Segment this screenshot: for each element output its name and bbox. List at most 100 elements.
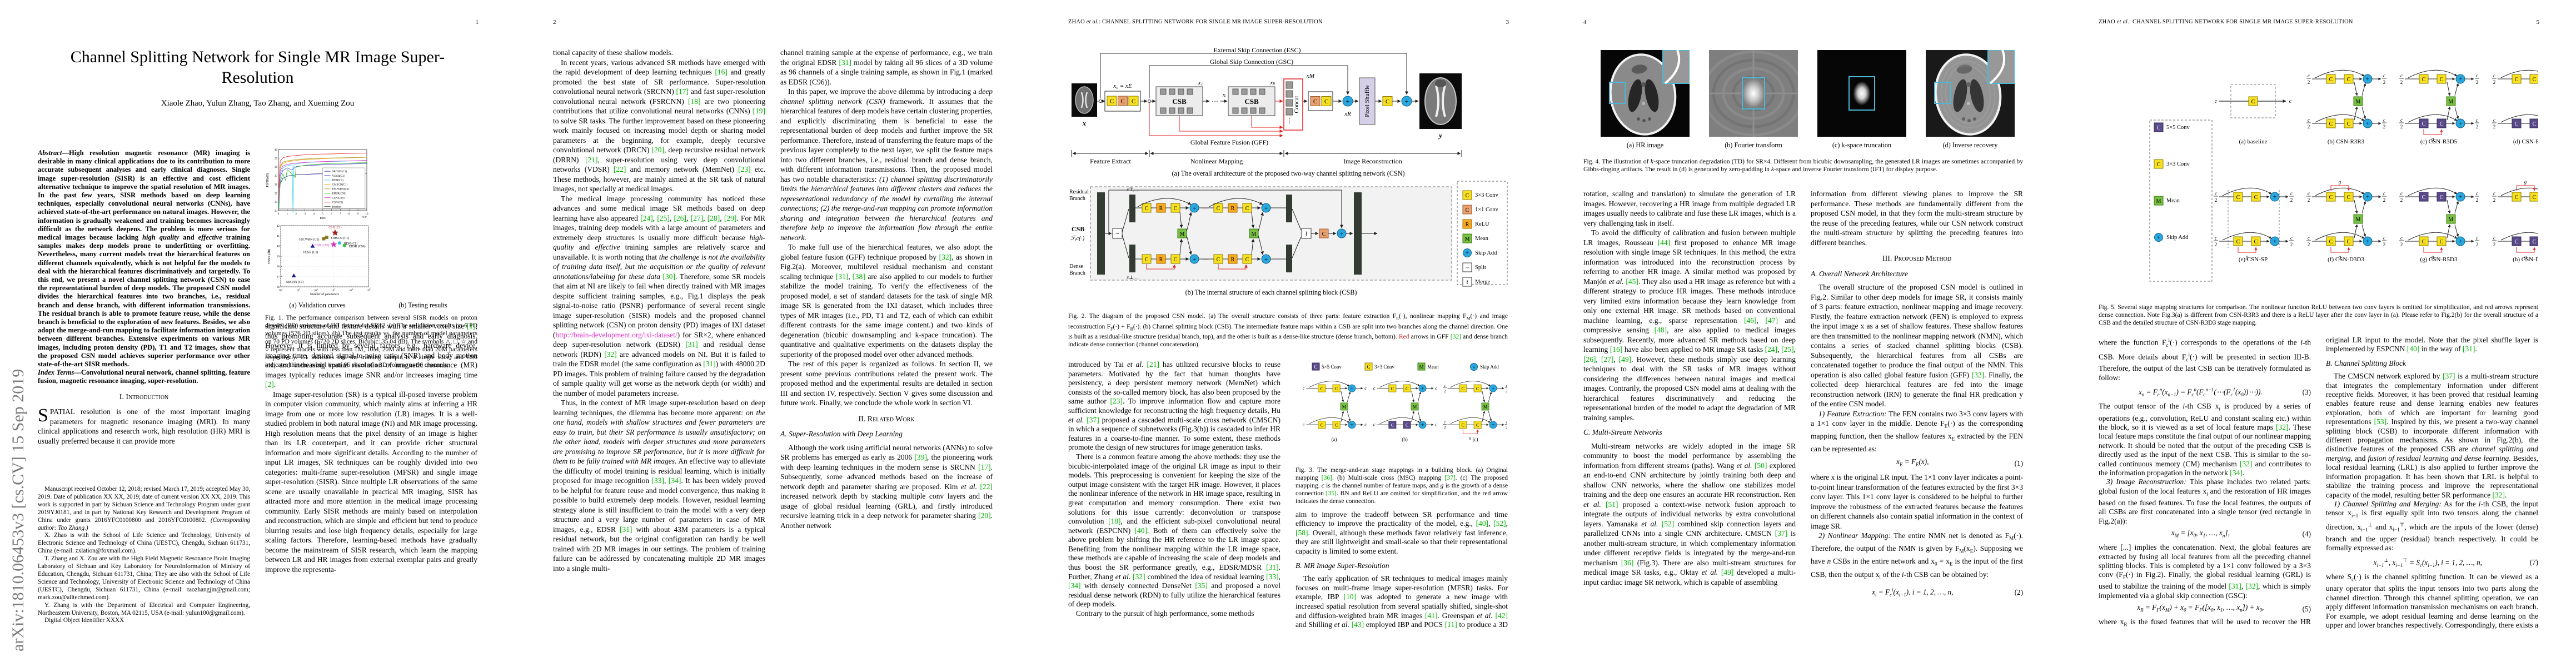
citation-link[interactable]: [32] (1450, 333, 1462, 341)
citation-link[interactable]: [22] (980, 482, 993, 491)
citation-link[interactable]: [21] (1147, 360, 1160, 369)
citation-link[interactable]: [34] (2230, 468, 2243, 477)
citation-link[interactable]: [42] (1495, 611, 1508, 620)
citation-link[interactable]: [46] (1744, 316, 1757, 325)
svg-text:39: 39 (277, 256, 280, 258)
citation-link[interactable]: [34] (1068, 581, 1081, 590)
citation-link[interactable]: [27] (690, 213, 704, 222)
citation-link[interactable]: [39] (914, 453, 927, 461)
citation-link[interactable]: [34] (668, 476, 681, 485)
page1-right-column: significant structure and texture detail… (265, 321, 477, 629)
citation-link[interactable]: [49] (1721, 568, 1734, 576)
citation-link[interactable]: [35] (1326, 490, 1337, 497)
external-link[interactable]: http://brain-development.org/ixi-dataset… (555, 330, 677, 339)
citation-link[interactable]: [58] (1296, 528, 1308, 537)
citation-link[interactable]: [32] (1133, 572, 1145, 581)
citation-link[interactable]: [32] (2239, 459, 2253, 468)
citation-link[interactable]: [45] (1626, 277, 1638, 286)
citation-link[interactable]: [53] (2374, 417, 2387, 426)
citation-link[interactable]: [19] (753, 107, 766, 115)
citation-link[interactable]: [26] (674, 213, 686, 222)
citation-link[interactable]: [31] (839, 58, 852, 67)
citation-link[interactable]: [40] (2406, 345, 2420, 354)
citation-link[interactable]: [25] (1781, 345, 1794, 354)
citation-link[interactable]: [51] (1605, 500, 1618, 509)
citation-link[interactable]: [2] (265, 380, 274, 389)
citation-link[interactable]: [37] (1087, 415, 1099, 424)
svg-text:c: c (2215, 191, 2217, 196)
svg-text:c: c (2476, 73, 2478, 78)
citation-link[interactable]: [37] (1775, 529, 1788, 537)
citation-link[interactable]: [31] (2229, 582, 2241, 591)
svg-text:(b) CSN-R3R3: (b) CSN-R3R3 (2328, 138, 2365, 145)
citation-link[interactable]: [31] (703, 360, 716, 368)
citation-link[interactable]: [31] (620, 525, 632, 534)
citation-link[interactable]: [32] (939, 252, 952, 261)
citation-link[interactable]: [31] (1266, 563, 1279, 572)
citation-link[interactable]: [32] (2276, 422, 2289, 431)
citation-link[interactable]: [20] (651, 146, 665, 154)
citation-link[interactable]: [20] (978, 511, 991, 520)
citation-link[interactable]: [30] (662, 272, 676, 281)
citation-link[interactable]: [23] (1110, 397, 1123, 406)
citation-link[interactable]: [32] (604, 350, 617, 359)
citation-link[interactable]: [32] (2245, 582, 2259, 591)
hr-image (1601, 49, 1690, 140)
svg-text:c: c (2308, 191, 2310, 196)
citation-link[interactable]: [17] (978, 462, 991, 471)
citation-link[interactable]: [48] (1654, 326, 1667, 334)
citation-link[interactable]: [24] (1765, 345, 1778, 354)
citation-link[interactable]: [31] (685, 340, 698, 349)
merge-and-run-figure: C 5×5 Conv C 3×3 Conv M Mean + Skip Add C C + c c C C +… (1303, 362, 1508, 442)
citation-link[interactable]: [37] (2443, 372, 2455, 381)
svg-text:C: C (1462, 386, 1465, 391)
svg-text:2: 2 (2476, 197, 2479, 203)
citation-link[interactable]: [11] (1444, 620, 1457, 629)
citation-link[interactable]: [33] (1266, 572, 1279, 581)
dense-out-bar (1286, 245, 1292, 272)
citation-link[interactable]: [52] (1661, 519, 1675, 528)
citation-link[interactable]: [21] (585, 155, 598, 164)
citation-link[interactable]: [40] (1476, 519, 1489, 528)
citation-link[interactable]: [36] (1621, 558, 1634, 567)
citation-link[interactable]: [16] (715, 68, 728, 76)
citation-link[interactable]: [31] (835, 272, 849, 281)
citation-link[interactable]: [49] (1618, 355, 1632, 364)
citation-link[interactable]: [41] (1425, 611, 1438, 620)
citation-link[interactable]: [26] (1583, 355, 1596, 364)
citation-link[interactable]: [16] (1610, 345, 1623, 354)
citation-link[interactable]: [38] (853, 272, 865, 281)
citation-link[interactable]: [24] (640, 213, 653, 222)
citation-link[interactable]: [40] (1134, 526, 1148, 535)
citation-link[interactable]: [32] (2492, 490, 2505, 499)
citation-link[interactable]: [25] (657, 213, 670, 222)
svg-text:C: C (1466, 193, 1469, 199)
citation-link[interactable]: [23] (738, 165, 751, 173)
citation-link[interactable]: [18] (1108, 517, 1121, 526)
paragraph: where xR is the fused features that will… (2099, 618, 2311, 628)
citation-link[interactable]: [32] (1971, 370, 1985, 379)
citation-link[interactable]: [50] (1754, 461, 1767, 470)
citation-link[interactable]: [18] (688, 97, 701, 106)
citation-link[interactable]: [27] (1601, 355, 1614, 364)
citation-link[interactable]: [35] (1195, 581, 1208, 590)
citation-link[interactable]: [31] (2462, 345, 2475, 354)
svg-text:10: 10 (366, 213, 369, 216)
citation-link[interactable]: [37] (1444, 474, 1456, 481)
citation-link[interactable]: [36] (1321, 474, 1332, 481)
citation-link[interactable]: [52] (1493, 519, 1506, 528)
citation-link[interactable]: [29] (724, 213, 737, 222)
citation-link[interactable]: [17] (676, 87, 689, 96)
citation-link[interactable]: [28] (707, 213, 720, 222)
citation-link[interactable]: [1] (466, 322, 476, 330)
svg-text:2: 2 (2308, 124, 2310, 130)
citation-link[interactable]: [47] (1765, 316, 1778, 325)
stage2-label: Nonlinear Mapping (1190, 157, 1243, 165)
equation-number: (3) (2302, 387, 2311, 396)
citation-link[interactable]: [43] (1351, 620, 1364, 629)
citation-link[interactable]: [33] (651, 476, 665, 485)
citation-link[interactable]: [44] (1657, 238, 1671, 247)
citation-link[interactable]: [10] (1343, 593, 1357, 601)
citation-link[interactable]: [22] (613, 165, 626, 173)
pixel-shuffle-block (1359, 77, 1376, 125)
